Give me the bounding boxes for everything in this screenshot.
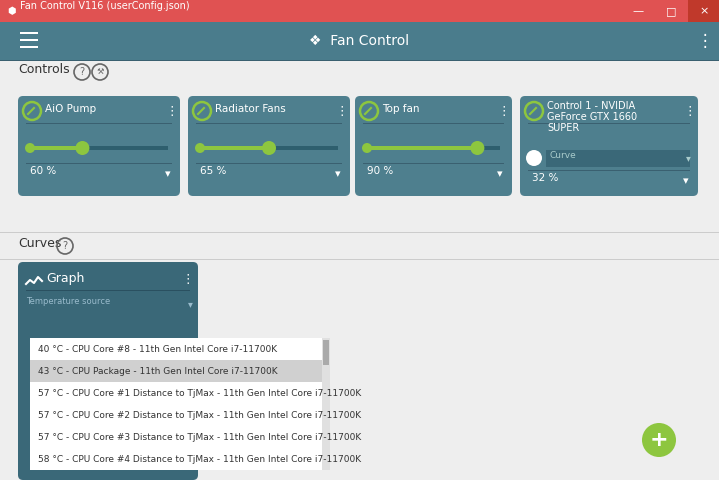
Text: 43 °C - CPU Package - 11th Gen Intel Core i7-11700K: 43 °C - CPU Package - 11th Gen Intel Cor… — [38, 367, 278, 375]
FancyBboxPatch shape — [188, 96, 350, 196]
Bar — [528, 123, 690, 124]
Text: Controls: Controls — [18, 63, 70, 76]
Text: ▾: ▾ — [683, 176, 689, 186]
Text: ⋮: ⋮ — [166, 105, 178, 118]
Text: Graph: Graph — [46, 272, 84, 285]
FancyBboxPatch shape — [520, 96, 698, 196]
Text: Curve: Curve — [550, 151, 577, 160]
Bar — [30, 382, 322, 404]
Bar — [528, 170, 690, 171]
Text: ▾: ▾ — [497, 169, 503, 179]
Text: ▾: ▾ — [165, 169, 171, 179]
Text: 60 %: 60 % — [30, 166, 56, 176]
Bar — [0, 0, 719, 22]
Bar — [20, 46, 38, 48]
Circle shape — [195, 143, 205, 153]
Bar — [20, 32, 38, 34]
Text: 90 %: 90 % — [367, 166, 393, 176]
Bar — [30, 469, 322, 470]
Bar — [323, 340, 329, 365]
Bar — [196, 123, 342, 124]
Text: ▾: ▾ — [188, 299, 193, 309]
Text: ▾: ▾ — [335, 169, 341, 179]
Bar — [367, 146, 477, 150]
Circle shape — [362, 143, 372, 153]
Circle shape — [75, 141, 89, 155]
Bar — [30, 146, 168, 150]
Bar — [200, 146, 269, 150]
Bar — [30, 146, 83, 150]
Circle shape — [470, 141, 485, 155]
Text: Temperature source: Temperature source — [26, 297, 110, 306]
Text: ⋮: ⋮ — [684, 105, 696, 118]
Text: 57 °C - CPU Core #1 Distance to TjMax - 11th Gen Intel Core i7-11700K: 57 °C - CPU Core #1 Distance to TjMax - … — [38, 388, 361, 397]
Bar — [363, 163, 504, 164]
Text: ⋮: ⋮ — [182, 274, 194, 287]
FancyBboxPatch shape — [18, 262, 198, 480]
Text: AiO Pump: AiO Pump — [45, 104, 96, 114]
Text: 58 °C - CPU Core #4 Distance to TjMax - 11th Gen Intel Core i7-11700K: 58 °C - CPU Core #4 Distance to TjMax - … — [38, 455, 361, 464]
Text: Control 1 - NVIDIA: Control 1 - NVIDIA — [547, 101, 635, 111]
Bar — [30, 360, 322, 382]
FancyBboxPatch shape — [18, 96, 180, 196]
Text: ?: ? — [79, 67, 85, 77]
Text: ⋮: ⋮ — [498, 105, 510, 118]
Bar — [196, 163, 342, 164]
Bar — [363, 123, 504, 124]
Text: SUPER: SUPER — [547, 123, 580, 133]
Bar — [30, 426, 322, 448]
Bar — [18, 294, 198, 314]
FancyBboxPatch shape — [355, 96, 512, 196]
Bar — [200, 146, 338, 150]
Text: ▾: ▾ — [685, 153, 690, 163]
Bar — [322, 338, 330, 470]
Bar — [0, 60, 719, 61]
Text: 65 %: 65 % — [200, 166, 226, 176]
Bar — [30, 448, 322, 470]
Circle shape — [25, 143, 35, 153]
Bar — [367, 146, 500, 150]
Text: ⋮: ⋮ — [697, 32, 713, 50]
Text: □: □ — [666, 6, 677, 16]
Bar — [622, 0, 655, 22]
Bar — [655, 0, 688, 22]
Bar — [0, 259, 719, 260]
Text: Fan Control V116 (userConfig.json): Fan Control V116 (userConfig.json) — [20, 1, 190, 11]
Text: Radiator Fans: Radiator Fans — [215, 104, 285, 114]
Bar — [30, 447, 322, 448]
Bar — [546, 150, 690, 167]
Text: 57 °C - CPU Core #2 Distance to TjMax - 11th Gen Intel Core i7-11700K: 57 °C - CPU Core #2 Distance to TjMax - … — [38, 410, 361, 420]
Bar — [30, 338, 330, 470]
Text: GeForce GTX 1660: GeForce GTX 1660 — [547, 112, 637, 122]
Text: 32 %: 32 % — [532, 173, 559, 183]
Bar — [26, 123, 172, 124]
Bar — [30, 425, 322, 426]
Bar — [30, 404, 322, 426]
Bar — [688, 0, 719, 22]
Text: ?: ? — [63, 241, 68, 251]
Text: ⬢: ⬢ — [8, 6, 17, 16]
Text: 40 °C - CPU Core #8 - 11th Gen Intel Core i7-11700K: 40 °C - CPU Core #8 - 11th Gen Intel Cor… — [38, 345, 277, 353]
Text: ❖  Fan Control: ❖ Fan Control — [309, 34, 410, 48]
Text: ×: × — [700, 6, 709, 16]
Circle shape — [262, 141, 276, 155]
Bar — [26, 290, 190, 291]
Text: Curves: Curves — [18, 237, 61, 250]
Circle shape — [642, 423, 676, 457]
Bar — [26, 163, 172, 164]
Bar — [20, 39, 38, 41]
Text: ⋮: ⋮ — [336, 105, 348, 118]
Text: +: + — [650, 430, 669, 450]
Text: —: — — [633, 6, 644, 16]
Text: 57 °C - CPU Core #3 Distance to TjMax - 11th Gen Intel Core i7-11700K: 57 °C - CPU Core #3 Distance to TjMax - … — [38, 432, 361, 442]
Text: Top fan: Top fan — [382, 104, 419, 114]
Circle shape — [526, 150, 542, 166]
Bar — [0, 22, 719, 60]
Bar — [0, 232, 719, 233]
Bar — [30, 338, 322, 360]
Text: ⚒: ⚒ — [96, 68, 104, 76]
